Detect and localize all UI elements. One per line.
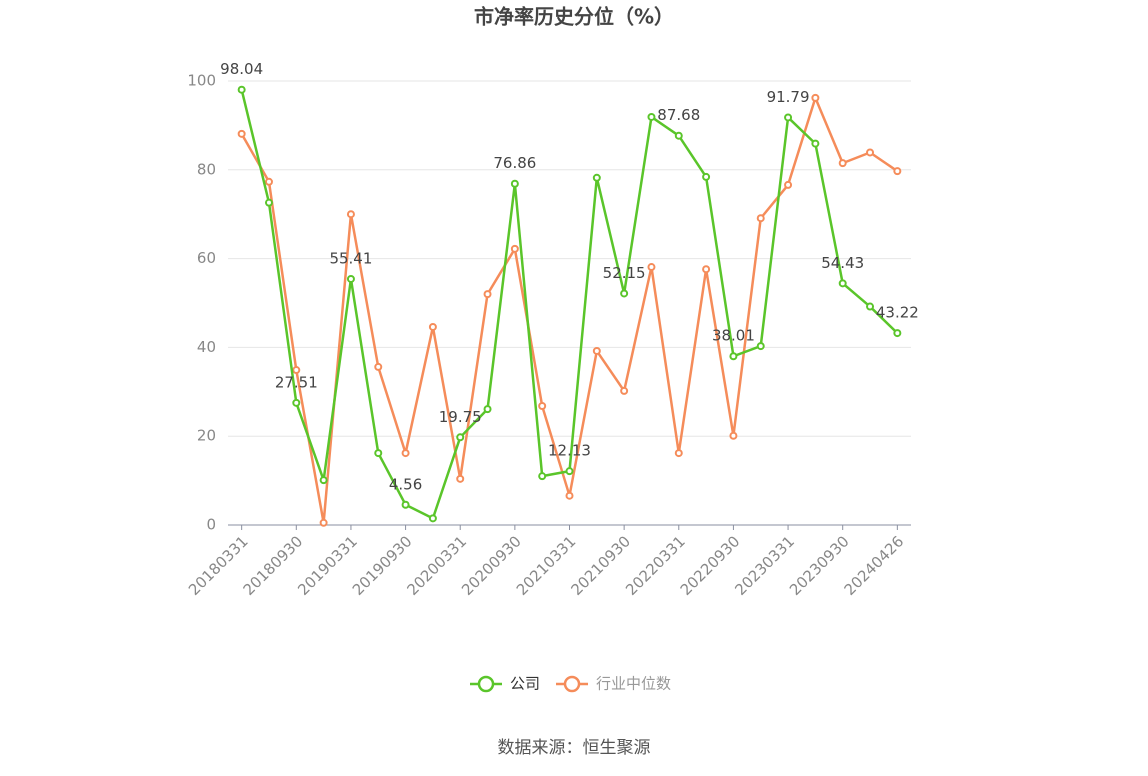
data-point [592, 173, 601, 182]
data-point [292, 366, 301, 375]
data-label: 76.86 [493, 154, 536, 172]
data-point [319, 518, 328, 527]
data-point [756, 214, 765, 223]
data-point [784, 180, 793, 189]
data-label: 52.15 [603, 264, 646, 282]
data-point [592, 346, 601, 355]
data-point [838, 279, 847, 288]
data-point [456, 474, 465, 483]
data-point [702, 265, 711, 274]
data-label: 98.04 [220, 60, 263, 78]
data-point [647, 112, 656, 121]
data-point [811, 93, 820, 102]
data-point [620, 386, 629, 395]
y-tick-label: 60 [197, 249, 216, 267]
data-point [620, 289, 629, 298]
data-point [401, 500, 410, 509]
data-label: 91.79 [767, 88, 810, 106]
data-point [346, 274, 355, 283]
y-tick-label: 100 [187, 72, 216, 90]
data-label: 4.56 [389, 475, 422, 493]
data-point [838, 159, 847, 168]
data-point [374, 362, 383, 371]
data-point [784, 113, 793, 122]
y-tick-label: 20 [197, 427, 216, 445]
legend-label: 行业中位数 [596, 675, 671, 693]
legend-marker [563, 675, 581, 693]
chart-title: 市净率历史分位（%） [474, 5, 674, 29]
data-point [292, 398, 301, 407]
data-point [538, 472, 547, 481]
x-tick-label: 20240426 [841, 532, 908, 599]
data-point [866, 148, 875, 157]
data-label: 19.75 [439, 408, 482, 426]
data-point [811, 139, 820, 148]
data-point [428, 514, 437, 523]
data-point [538, 402, 547, 411]
data-point [483, 290, 492, 299]
data-point [565, 467, 574, 476]
y-tick-label: 80 [197, 160, 216, 178]
data-label: 27.51 [275, 373, 318, 391]
data-label: 54.43 [821, 254, 864, 272]
source-note: 数据来源：恒生聚源 [498, 738, 651, 758]
data-point [346, 210, 355, 219]
data-point [319, 476, 328, 485]
y-tick-label: 40 [197, 338, 216, 356]
data-point [510, 179, 519, 188]
legend-marker [477, 675, 495, 693]
data-point [237, 129, 246, 138]
data-point [866, 302, 875, 311]
data-point [729, 431, 738, 440]
y-tick-label: 0 [206, 516, 216, 534]
data-point [374, 449, 383, 458]
data-label: 55.41 [329, 249, 372, 267]
legend-label: 公司 [510, 675, 540, 693]
data-point [702, 172, 711, 181]
data-point [893, 167, 902, 176]
legend-item: 行业中位数 [556, 675, 671, 693]
data-point [756, 342, 765, 351]
data-point [510, 244, 519, 253]
data-label: 87.68 [657, 106, 700, 124]
data-point [729, 352, 738, 361]
data-point [647, 263, 656, 272]
data-point [237, 85, 246, 94]
data-point [264, 198, 273, 207]
data-point [674, 449, 683, 458]
data-label: 12.13 [548, 442, 591, 460]
legend-item: 公司 [470, 675, 540, 693]
data-point [674, 131, 683, 140]
data-label: 38.01 [712, 327, 755, 345]
data-point [456, 433, 465, 442]
data-label: 43.22 [876, 304, 919, 322]
data-point [483, 405, 492, 414]
data-point [893, 329, 902, 338]
data-point [264, 177, 273, 186]
data-point [401, 449, 410, 458]
data-point [565, 491, 574, 500]
data-point [428, 322, 437, 331]
